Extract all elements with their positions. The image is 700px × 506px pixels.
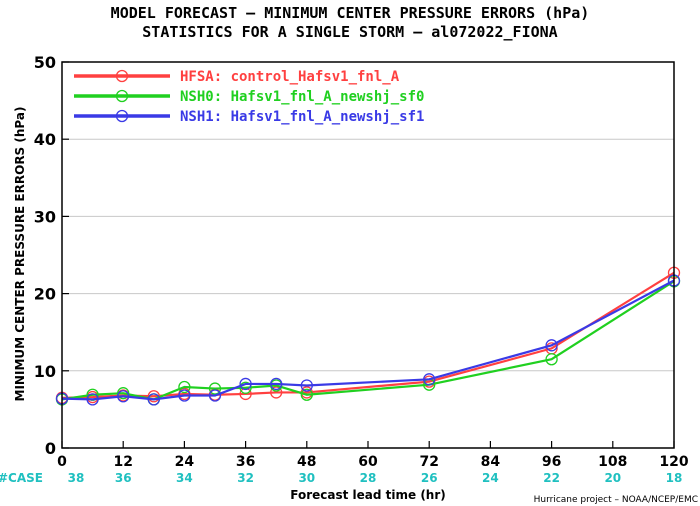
x-tick-label: 12 [113, 454, 132, 470]
x-tick-label: 60 [358, 454, 378, 470]
data-point [178, 380, 191, 394]
y-tick-label: 0 [45, 439, 56, 458]
chart-title-line2: STATISTICS FOR A SINGLE STORM – al072022… [142, 23, 557, 41]
plot-area [62, 138, 674, 372]
credit-text: Hurricane project – NOAA/NCEP/EMC [534, 495, 698, 505]
data-point [300, 388, 313, 401]
x-tick-label: 96 [542, 454, 561, 470]
case-count: 18 [666, 471, 683, 485]
data-point [423, 373, 436, 386]
case-count: 20 [604, 471, 621, 485]
y-tick-label: 30 [34, 207, 56, 226]
case-count: 26 [421, 471, 438, 485]
data-point [545, 339, 558, 352]
case-count: 34 [176, 471, 193, 485]
series-group [55, 266, 681, 406]
data-point [545, 353, 558, 366]
x-tick-label: 36 [236, 454, 255, 470]
x-tick-label: 48 [297, 454, 316, 470]
legend-swatch-marker [115, 69, 129, 83]
x-tick-label: 108 [598, 454, 627, 470]
series-1 [55, 275, 681, 406]
legend: HFSA: control_Hafsv1_fnl_A NSH0: Hafsv1_f… [74, 69, 424, 125]
legend-item-1: NSH0: Hafsv1_fnl_A_newshj_sf0 [74, 89, 424, 105]
x-tick-label: 72 [419, 454, 438, 470]
y-tick-label: 40 [34, 130, 56, 149]
legend-swatch-marker [115, 89, 129, 103]
y-tick-label: 50 [34, 53, 56, 72]
x-axis-label: Forecast lead time (hr) [290, 488, 446, 502]
y-tick-label: 20 [34, 285, 56, 304]
legend-swatch-marker [115, 109, 129, 123]
y-tick-label: 10 [34, 362, 56, 381]
legend-item-0: HFSA: control_Hafsv1_fnl_A [74, 69, 400, 85]
data-point [117, 390, 130, 403]
data-point [147, 393, 160, 406]
case-count: 30 [298, 471, 315, 485]
data-point [239, 381, 252, 394]
case-count: 38 [68, 471, 85, 485]
case-count: 24 [482, 471, 499, 485]
data-point [239, 377, 252, 391]
y-axis-label: MINIMUM CENTER PRESSURE ERRORS (hPa) [13, 107, 27, 402]
case-count: 28 [360, 471, 377, 485]
data-point [86, 393, 99, 406]
x-tick-label: 84 [481, 454, 501, 470]
legend-label: NSH1: Hafsv1_fnl_A_newshj_sf1 [180, 109, 424, 125]
legend-item-2: NSH1: Hafsv1_fnl_A_newshj_sf1 [74, 109, 424, 125]
legend-label: HFSA: control_Hafsv1_fnl_A [180, 69, 400, 85]
case-counts: 38 36 34 32 30 28 26 24 22 20 18 [68, 471, 683, 485]
case-count: 22 [543, 471, 560, 485]
data-point [300, 379, 313, 392]
data-point [270, 386, 283, 399]
data-point [208, 382, 222, 395]
x-tick-label: 120 [659, 454, 688, 470]
axes: 0 12 24 36 48 60 72 84 96 108 120 0 10 20 30 40 50 [34, 53, 689, 470]
series-line [61, 271, 675, 399]
case-row-label: #CASE [0, 471, 43, 485]
data-point [208, 389, 222, 402]
chart-title-line1: MODEL FORECAST – MINIMUM CENTER PRESSURE… [111, 4, 590, 22]
series-2 [55, 274, 681, 406]
data-point [270, 377, 283, 391]
case-count: 32 [237, 471, 254, 485]
legend-label: NSH0: Hafsv1_fnl_A_newshj_sf0 [180, 89, 424, 105]
case-count: 36 [115, 471, 132, 485]
data-point [117, 387, 130, 400]
x-tick-label: 24 [175, 454, 195, 470]
x-tick-label: 0 [57, 454, 67, 470]
data-point [178, 389, 191, 402]
